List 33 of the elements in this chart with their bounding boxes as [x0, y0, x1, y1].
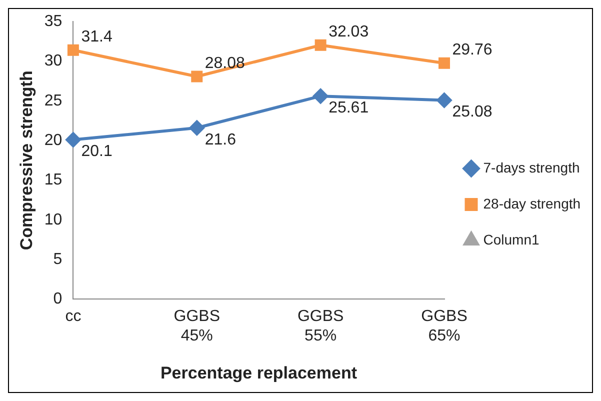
y-tick-label: 20: [44, 132, 62, 149]
point: [314, 39, 326, 51]
data-label: 20.1: [81, 143, 112, 160]
y-tick-label: 15: [44, 172, 62, 189]
x-axis-title: Percentage replacement: [160, 363, 358, 382]
legend-label: Column1: [483, 231, 540, 248]
data-label: 28.08: [204, 54, 246, 72]
point: [191, 70, 203, 82]
data-label: 25.61: [328, 99, 369, 116]
y-tick-label: 35: [44, 13, 62, 30]
x-tick-label: GGBS 55%: [297, 308, 344, 344]
y-tick-label: 30: [44, 52, 62, 70]
data-label: 29.76: [452, 42, 492, 59]
point: [436, 92, 452, 108]
y-tick-label: 0: [53, 290, 62, 308]
legend-label: 28-day strength: [483, 195, 581, 212]
x-tick-label: cc: [65, 308, 82, 326]
data-label: 21.6: [204, 131, 236, 148]
point: [313, 88, 328, 104]
point: [189, 120, 204, 136]
y-tick-label: 5: [53, 250, 62, 268]
point: [66, 132, 81, 148]
data-label: 31.4: [81, 28, 112, 46]
point: [438, 57, 450, 69]
y-axis-title: Compressive strength: [16, 70, 36, 250]
data-label: 32.03: [328, 24, 369, 41]
point: [67, 44, 79, 56]
x-tick-label: GGBS 45%: [174, 308, 220, 344]
y-tick-label: 10: [44, 211, 62, 228]
data-label: 25.08: [452, 104, 492, 121]
x-tick-label: GGBS 65%: [421, 308, 468, 344]
y-tick-label: 25: [44, 92, 62, 110]
legend-label: 7-days strength: [483, 159, 580, 176]
